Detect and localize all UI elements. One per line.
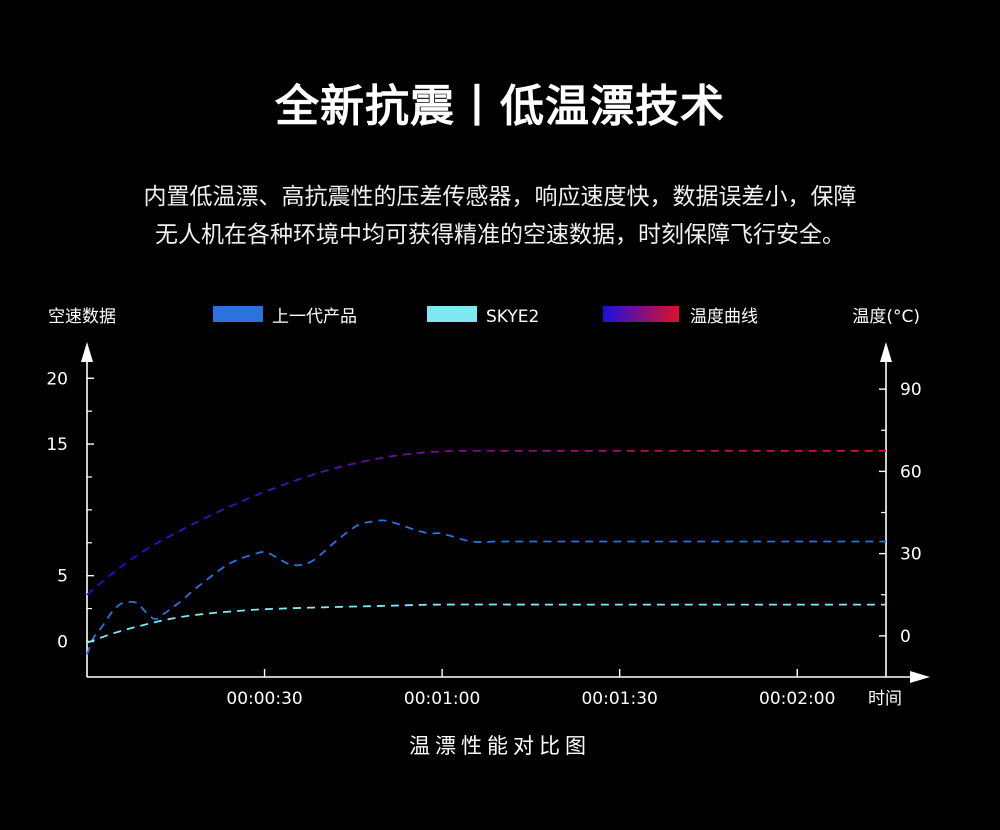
y2-axis-label: 温度(°C): [852, 307, 920, 327]
y-tick-label: 5: [57, 567, 68, 587]
legend-label-skye2: SKYE2: [486, 307, 539, 327]
x-axis-label: 时间: [868, 689, 902, 709]
page-title: 全新抗震丨低温漂技术: [275, 81, 725, 132]
x-tick-label: 00:01:30: [581, 689, 657, 709]
y2-tick-label: 0: [900, 627, 911, 647]
y-tick-label: 20: [46, 369, 68, 389]
legend-label-prev-product: 上一代产品: [272, 307, 357, 327]
series-lines: [86, 449, 886, 655]
y-axis-arrow: [81, 342, 93, 362]
legend-label-temperature: 温度曲线: [690, 307, 758, 327]
x-axis-arrow: [910, 671, 930, 683]
y2-tick-label: 90: [900, 380, 922, 400]
chart-caption: 温漂性能对比图: [409, 734, 591, 758]
legend-swatch-prev-product: [213, 306, 263, 322]
y2-axis-arrow: [880, 342, 892, 362]
series-skye2-line: [86, 603, 886, 644]
series-prev-product-line: [86, 519, 886, 655]
x-tick-label: 00:00:30: [226, 689, 302, 709]
chart-area: 空速数据 温度(°C) 时间 上一代产品 SKYE2 温度曲线 0 5 15 20 0 3…: [0, 290, 1000, 780]
description-line-2: 无人机在各种环境中均可获得精准的空速数据，时刻保障飞行安全。: [155, 222, 845, 248]
legend: 上一代产品 SKYE2 温度曲线: [213, 306, 758, 327]
description-line-1: 内置低温漂、高抗震性的压差传感器，响应速度快，数据误差小，保障: [143, 184, 857, 210]
axis-ticks: 0 5 15 20 0 30 60 90 00:00:30 00:01:00 00:01:30 00:…: [46, 369, 921, 709]
y-tick-label: 15: [46, 435, 68, 455]
y2-tick-label: 30: [900, 545, 922, 565]
temperature-drift-chart: 空速数据 温度(°C) 时间 上一代产品 SKYE2 温度曲线 0 5 15 20 0 3…: [46, 306, 930, 709]
legend-swatch-skye2: [427, 306, 477, 322]
y-axis-label: 空速数据: [48, 307, 116, 327]
series-temperature-line: [86, 449, 886, 596]
description: 内置低温漂、高抗震性的压差传感器，响应速度快，数据误差小，保障 无人机在各种环境…: [0, 178, 1000, 254]
x-tick-label: 00:02:00: [759, 689, 835, 709]
y-tick-label: 0: [57, 632, 68, 652]
legend-swatch-temperature: [603, 306, 679, 322]
y2-tick-label: 60: [900, 462, 922, 482]
x-tick-label: 00:01:00: [404, 689, 480, 709]
